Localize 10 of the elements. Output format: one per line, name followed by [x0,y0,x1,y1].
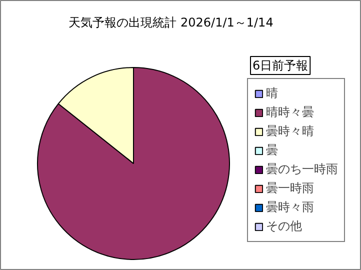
legend-label: 曇のち一時雨 [266,161,338,178]
chart-title: 天気予報の出現統計 2026/1/1～1/14 [68,16,274,30]
legend-label: 曇時々雨 [266,199,314,216]
legend-label: 曇 [266,142,279,159]
legend-label: 曇一時雨 [266,180,314,197]
legend-label: 曇時々晴 [266,123,314,140]
chart-subtitle: 6日前予報 [252,58,308,72]
legend-label: 晴 [266,85,279,102]
legend-label: 晴時々曇 [266,104,314,121]
legend-label: その他 [266,218,302,235]
